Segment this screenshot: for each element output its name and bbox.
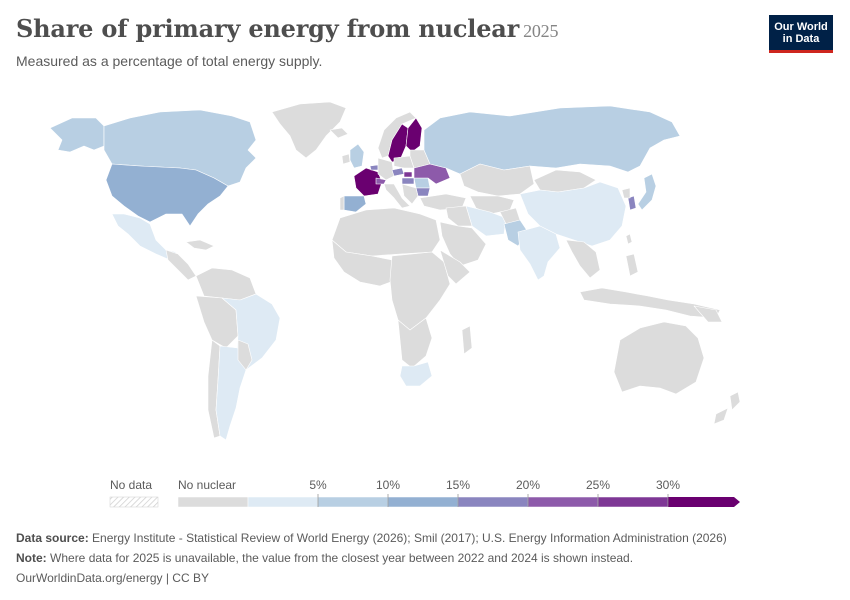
country-india[interactable] bbox=[517, 225, 561, 281]
source-label: Data source: bbox=[16, 531, 89, 545]
chart-subtitle: Measured as a percentage of total energy… bbox=[16, 53, 323, 69]
country-united-states[interactable] bbox=[105, 163, 229, 227]
region-horn-of-africa[interactable] bbox=[439, 249, 471, 285]
license-text: | CC BY bbox=[165, 571, 209, 585]
country-australia[interactable] bbox=[613, 321, 705, 395]
region-iraq-syria[interactable] bbox=[445, 205, 473, 227]
country-hungary[interactable] bbox=[401, 177, 415, 185]
region-southeast-asia[interactable] bbox=[565, 239, 601, 279]
legend-tick-label-25: 25% bbox=[586, 478, 610, 492]
legend-tick-label-5: 5% bbox=[309, 478, 327, 492]
region-arabian-peninsula[interactable] bbox=[439, 221, 487, 267]
country-brazil[interactable] bbox=[221, 293, 281, 371]
link-line: OurWorldinData.org/energy | CC BY bbox=[16, 568, 727, 588]
country-italy[interactable] bbox=[383, 183, 411, 209]
country-ireland[interactable] bbox=[341, 153, 351, 165]
country-greenland[interactable] bbox=[271, 101, 347, 159]
country-kazakhstan[interactable] bbox=[459, 163, 535, 197]
country-new-zealand[interactable] bbox=[729, 391, 741, 411]
country-philippines[interactable] bbox=[625, 253, 639, 277]
logo-line-2: in Data bbox=[782, 33, 820, 45]
country-russia[interactable] bbox=[423, 105, 681, 175]
map-legend: No data No nuclear 5% 10% 15% 20% 25% 30… bbox=[0, 473, 850, 513]
region-north-africa[interactable] bbox=[331, 207, 441, 257]
legend-no-data-label: No data bbox=[110, 478, 152, 492]
region-indonesia[interactable] bbox=[579, 287, 721, 319]
chart-footer: Data source: Energy Institute - Statisti… bbox=[16, 528, 727, 588]
legend-bin-10-15 bbox=[387, 496, 459, 508]
region-west-africa[interactable] bbox=[331, 239, 397, 287]
country-new-zealand-south[interactable] bbox=[713, 407, 729, 425]
country-slovakia[interactable] bbox=[403, 171, 413, 178]
world-map-svg[interactable] bbox=[0, 85, 850, 465]
country-united-kingdom[interactable] bbox=[349, 143, 365, 169]
world-map[interactable] bbox=[0, 85, 850, 465]
legend-no-nuclear-swatch bbox=[177, 496, 249, 508]
country-mexico[interactable] bbox=[111, 213, 177, 261]
legend-bin-25-30 bbox=[597, 496, 669, 508]
country-germany[interactable] bbox=[377, 157, 395, 181]
region-balkans[interactable] bbox=[401, 183, 419, 205]
source-link[interactable]: OurWorldinData.org/energy bbox=[16, 571, 163, 585]
country-iceland[interactable] bbox=[329, 127, 349, 139]
region-paraguay-uruguay[interactable] bbox=[237, 339, 253, 371]
country-alaska[interactable] bbox=[49, 117, 105, 153]
note-label: Note: bbox=[16, 551, 47, 565]
country-madagascar[interactable] bbox=[461, 325, 473, 355]
title-year: 2025 bbox=[523, 21, 559, 41]
country-poland[interactable] bbox=[393, 155, 415, 169]
legend-bin-0-5 bbox=[247, 496, 319, 508]
country-portugal[interactable] bbox=[339, 195, 345, 211]
country-papua-new-guinea[interactable] bbox=[693, 305, 723, 323]
chart-title: Share of primary energy from nuclear 2025 bbox=[16, 14, 558, 43]
country-south-africa[interactable] bbox=[399, 361, 433, 387]
region-central-africa[interactable] bbox=[389, 251, 451, 331]
logo-line-1: Our World bbox=[774, 21, 828, 33]
country-japan[interactable] bbox=[637, 173, 657, 211]
legend-tick-label-30: 30% bbox=[656, 478, 680, 492]
country-finland[interactable] bbox=[405, 117, 423, 153]
legend-bin-5-10 bbox=[317, 496, 389, 508]
legend-svg: No data No nuclear 5% 10% 15% 20% 25% 30… bbox=[109, 478, 740, 508]
country-czechia[interactable] bbox=[391, 167, 405, 177]
country-south-korea[interactable] bbox=[627, 195, 637, 211]
country-belgium[interactable] bbox=[369, 164, 379, 171]
legend-bin-20-25 bbox=[527, 496, 599, 508]
region-central-america[interactable] bbox=[165, 249, 197, 281]
owid-logo[interactable]: Our World in Data bbox=[769, 15, 833, 53]
legend-bin-over-30 bbox=[668, 497, 740, 507]
note-line: Note: Where data for 2025 is unavailable… bbox=[16, 548, 727, 568]
region-southern-africa[interactable] bbox=[397, 317, 433, 369]
legend-tick-label-10: 10% bbox=[376, 478, 400, 492]
country-spain[interactable] bbox=[343, 195, 367, 213]
legend-bin-15-20 bbox=[457, 496, 529, 508]
source-line: Data source: Energy Institute - Statisti… bbox=[16, 528, 727, 548]
title-text: Share of primary energy from nuclear bbox=[16, 14, 520, 43]
country-france[interactable] bbox=[353, 167, 383, 197]
country-romania[interactable] bbox=[413, 177, 431, 189]
country-norway[interactable] bbox=[377, 111, 417, 159]
legend-tick-label-20: 20% bbox=[516, 478, 540, 492]
legend-no-nuclear-label: No nuclear bbox=[178, 478, 236, 492]
country-bulgaria[interactable] bbox=[415, 187, 431, 197]
country-north-korea[interactable] bbox=[621, 187, 631, 199]
region-caribbean[interactable] bbox=[185, 239, 215, 251]
note-text: Where data for 2025 is unavailable, the … bbox=[50, 551, 634, 565]
legend-no-data-swatch bbox=[109, 496, 159, 508]
source-text: Energy Institute - Statistical Review of… bbox=[92, 531, 727, 545]
legend-tick-label-15: 15% bbox=[446, 478, 470, 492]
region-northern-south-america[interactable] bbox=[195, 267, 257, 301]
country-taiwan[interactable] bbox=[625, 233, 633, 245]
